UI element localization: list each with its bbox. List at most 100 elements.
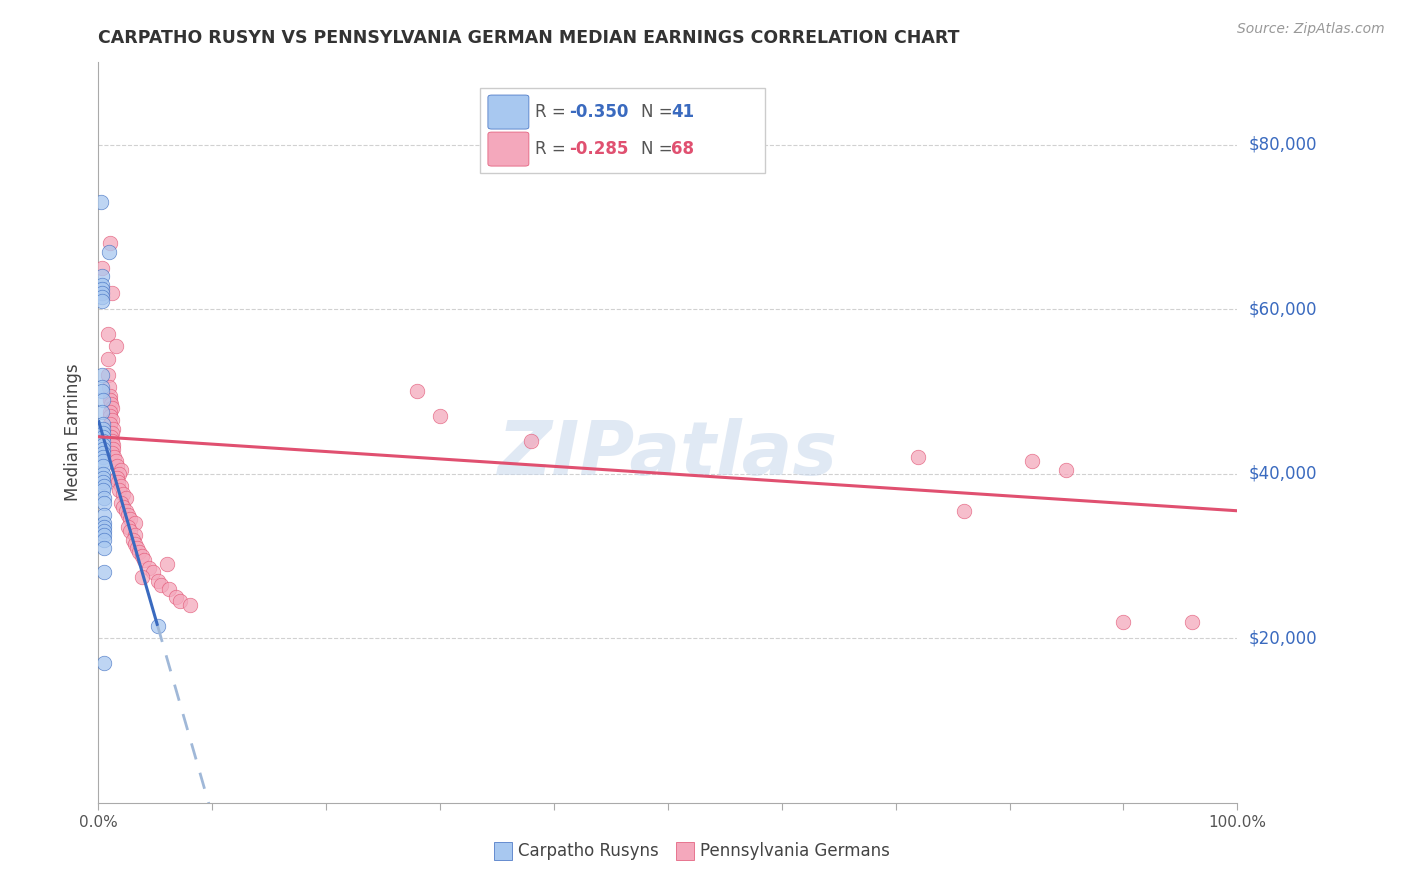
Point: [101, 446, 124, 460]
Point: [91, 425, 114, 440]
Point: [108, 467, 131, 481]
Point: [1054, 462, 1078, 476]
Point: [98, 236, 121, 251]
Point: [93, 533, 115, 547]
Point: [90, 285, 112, 300]
Text: N =: N =: [641, 140, 678, 158]
Point: [93, 566, 115, 580]
Point: [96, 368, 118, 382]
Point: [96, 351, 118, 366]
Point: [179, 599, 201, 613]
Point: [150, 578, 173, 592]
Point: [98, 389, 121, 403]
FancyBboxPatch shape: [488, 132, 529, 166]
Point: [107, 475, 129, 489]
Point: [100, 397, 122, 411]
Point: [124, 516, 146, 530]
Point: [138, 561, 160, 575]
Point: [907, 450, 929, 465]
Point: [101, 413, 124, 427]
Text: N =: N =: [641, 103, 678, 121]
Text: R =: R =: [534, 140, 571, 158]
Point: [100, 430, 122, 444]
Text: ZIPatlas: ZIPatlas: [498, 418, 838, 491]
Point: [98, 392, 121, 407]
Point: [91, 475, 114, 489]
Point: [90, 269, 112, 284]
Text: Carpatho Rusyns: Carpatho Rusyns: [517, 842, 658, 860]
Text: $40,000: $40,000: [1249, 465, 1317, 483]
Text: R =: R =: [534, 103, 571, 121]
Point: [1112, 615, 1135, 629]
Point: [110, 495, 132, 509]
FancyBboxPatch shape: [479, 88, 765, 173]
Point: [91, 417, 114, 432]
Point: [91, 458, 114, 473]
Text: $80,000: $80,000: [1249, 136, 1317, 153]
Point: [90, 277, 112, 292]
Point: [117, 508, 139, 522]
Point: [97, 380, 120, 394]
Point: [120, 512, 142, 526]
Point: [91, 471, 114, 485]
Point: [127, 541, 149, 555]
Point: [1181, 615, 1204, 629]
Point: [93, 508, 115, 522]
Text: 41: 41: [671, 103, 695, 121]
Point: [114, 504, 136, 518]
Point: [157, 582, 180, 596]
Point: [112, 500, 135, 514]
Point: [91, 454, 114, 468]
Point: [101, 285, 124, 300]
Point: [103, 442, 125, 456]
Point: [128, 545, 150, 559]
Point: [101, 434, 124, 448]
Point: [93, 541, 115, 555]
Point: [131, 569, 153, 583]
Point: [132, 553, 155, 567]
Point: [105, 458, 128, 473]
Point: [90, 293, 112, 308]
Point: [96, 326, 118, 341]
Point: [91, 483, 114, 498]
Point: [103, 438, 125, 452]
Point: [101, 425, 124, 440]
Text: -0.350: -0.350: [569, 103, 628, 121]
Point: [117, 520, 139, 534]
Point: [169, 594, 191, 608]
Point: [108, 483, 131, 498]
Text: 68: 68: [671, 140, 695, 158]
Point: [90, 261, 112, 276]
Point: [91, 438, 114, 452]
Point: [953, 504, 976, 518]
Point: [101, 401, 124, 415]
Point: [90, 384, 112, 399]
Point: [120, 524, 142, 539]
Point: [104, 454, 127, 468]
Point: [103, 421, 125, 435]
Point: [91, 450, 114, 465]
Text: CARPATHO RUSYN VS PENNSYLVANIA GERMAN MEDIAN EARNINGS CORRELATION CHART: CARPATHO RUSYN VS PENNSYLVANIA GERMAN ME…: [98, 29, 960, 47]
Point: [429, 409, 451, 424]
Point: [93, 516, 115, 530]
Point: [90, 195, 112, 210]
Point: [114, 491, 136, 506]
Point: [98, 417, 121, 432]
Point: [91, 446, 114, 460]
Point: [93, 524, 115, 539]
Point: [93, 528, 115, 542]
Point: [104, 339, 127, 353]
Point: [90, 282, 112, 296]
Point: [406, 384, 429, 399]
Point: [124, 528, 146, 542]
Point: [110, 462, 132, 476]
Point: [97, 244, 120, 259]
Point: [91, 434, 114, 448]
Point: [131, 549, 153, 563]
Point: [90, 290, 112, 304]
Point: [156, 558, 179, 572]
Point: [110, 479, 132, 493]
Point: [146, 574, 169, 588]
Point: [105, 471, 128, 485]
Point: [91, 442, 114, 456]
